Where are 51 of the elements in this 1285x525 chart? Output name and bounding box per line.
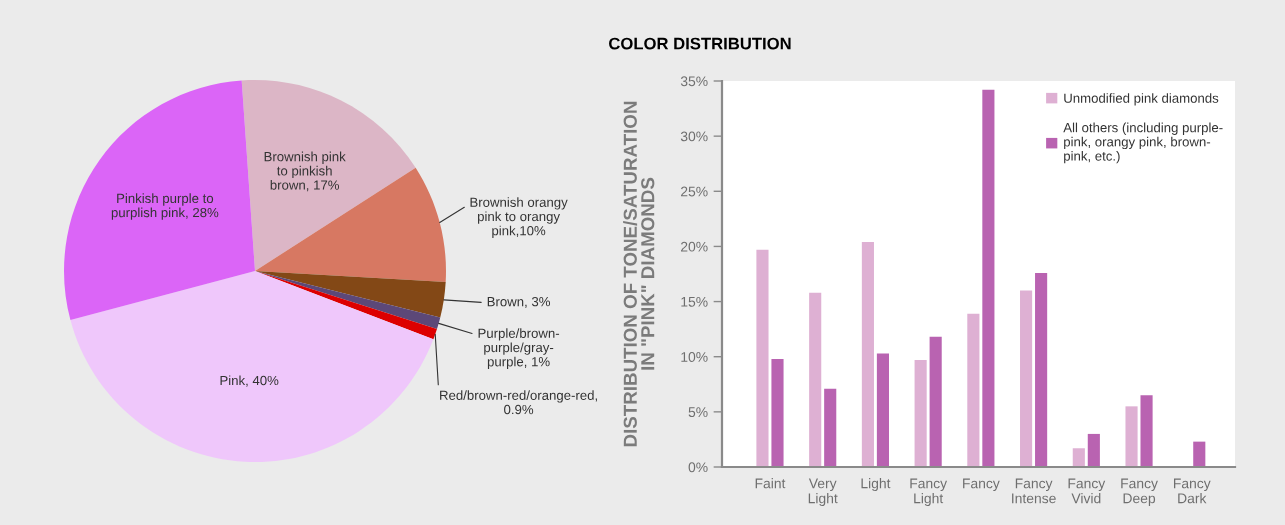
pie-slice bbox=[70, 271, 434, 462]
x-tick-label: Very Light bbox=[808, 478, 838, 507]
bar bbox=[1193, 441, 1206, 467]
x-tick-label: Fancy bbox=[963, 478, 1000, 492]
pie-slice bbox=[255, 167, 446, 282]
pie-slice bbox=[255, 271, 446, 318]
x-tick-label: Fancy Dark bbox=[1174, 478, 1211, 504]
legend-label: Unmodified pink diamonds bbox=[1064, 93, 1219, 106]
text: COLOR DISTRIBUTION bbox=[609, 37, 791, 50]
y-tick-label: 10% bbox=[681, 352, 708, 362]
slice-label: Brown, 3% bbox=[487, 296, 551, 308]
y-tick-label: 35% bbox=[680, 76, 708, 87]
x-tick-label: Fancy Light bbox=[910, 478, 948, 507]
y-tick-label: 30% bbox=[680, 131, 708, 142]
slice-label: Red/brown-red/orange-red, 0.9% bbox=[440, 390, 597, 415]
bar bbox=[824, 388, 837, 467]
bar bbox=[861, 242, 874, 467]
y-tick-label: 15% bbox=[681, 296, 708, 307]
bar bbox=[876, 353, 889, 467]
legend-label: All others (including purple- pink, orangy pink, brown- pink, etc.) bbox=[1063, 122, 1223, 164]
bar bbox=[771, 358, 784, 467]
slice-label: Brownish orangy pink to orangy pink,10% bbox=[470, 197, 568, 238]
bar bbox=[982, 89, 995, 467]
bar bbox=[1087, 433, 1100, 467]
slice-label: Brownish pink to pinkish brown, 17% bbox=[264, 151, 346, 192]
bar bbox=[929, 336, 942, 467]
bar bbox=[1140, 395, 1153, 467]
y-tick-label: 5% bbox=[688, 407, 708, 418]
slice-label: Pink, 40% bbox=[220, 375, 279, 387]
y-tick-label: 25% bbox=[681, 186, 708, 197]
bar bbox=[809, 292, 822, 467]
bar bbox=[1020, 290, 1033, 467]
bar bbox=[756, 249, 769, 467]
bar bbox=[1072, 448, 1085, 467]
x-tick-label: Fancy Vivid bbox=[1068, 478, 1106, 504]
y-tick-label: 0% bbox=[688, 462, 708, 473]
bar bbox=[1125, 406, 1138, 467]
slice-label: Pinkish purple to purplish pink, 28% bbox=[111, 193, 219, 220]
x-tick-label: Light bbox=[861, 478, 891, 492]
y-axis-title: DISTRIBUTION OF TONE/SATURATION IN "PINK" DIAMONDS bbox=[623, 101, 655, 447]
slice-label: Purple/brown- purple/gray- purple, 1% bbox=[478, 328, 560, 369]
pie-slice bbox=[255, 271, 437, 340]
x-tick-label: Faint bbox=[755, 478, 786, 489]
pie-slice bbox=[241, 80, 416, 271]
bar bbox=[914, 360, 927, 467]
bar bbox=[1035, 272, 1048, 467]
y-tick-label: 20% bbox=[681, 241, 708, 252]
x-tick-label: Fancy Intense bbox=[1012, 478, 1056, 504]
bar bbox=[967, 313, 980, 467]
pie-slice bbox=[64, 80, 255, 321]
x-tick-label: Fancy Deep bbox=[1121, 478, 1158, 507]
